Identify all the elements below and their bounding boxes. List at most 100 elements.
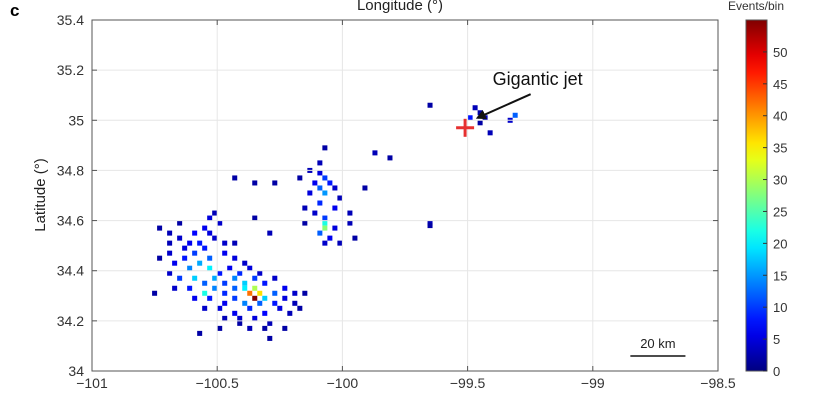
y-tick-label: 34.2 bbox=[57, 313, 84, 329]
heatmap-cell bbox=[207, 265, 213, 271]
heatmap-cell bbox=[202, 290, 208, 296]
heatmap-cell bbox=[207, 230, 213, 236]
heatmap-cell bbox=[327, 235, 333, 241]
heatmap-cell bbox=[247, 305, 253, 311]
heatmap-cell bbox=[212, 235, 218, 241]
heatmap-cell bbox=[192, 275, 198, 281]
gigantic-jet-annotation: Gigantic jet bbox=[475, 69, 583, 120]
heatmap-cell bbox=[232, 310, 238, 316]
heatmap-cell bbox=[467, 115, 473, 121]
colorbar-tick-label: 0 bbox=[773, 364, 780, 379]
heatmap-cell bbox=[187, 285, 193, 291]
heatmap-cell bbox=[262, 295, 268, 301]
heatmap-cell bbox=[212, 275, 218, 281]
heatmap-cell bbox=[207, 215, 213, 221]
heatmap-cell bbox=[302, 290, 308, 296]
heatmap-cell bbox=[182, 255, 188, 261]
heatmap-cell bbox=[427, 102, 433, 108]
heatmap-cell bbox=[302, 205, 308, 211]
heatmap-cell bbox=[222, 290, 228, 296]
x-tick-label: −99 bbox=[581, 375, 605, 391]
colorbar-tick-label: 45 bbox=[773, 77, 787, 92]
heatmap-cell bbox=[312, 210, 318, 216]
heatmap-cell bbox=[477, 110, 483, 116]
heatmap-cell bbox=[192, 250, 198, 256]
heatmap-cell bbox=[172, 260, 178, 266]
heatmap-cell bbox=[307, 190, 313, 196]
heatmap-cell bbox=[252, 180, 258, 186]
heatmap-cell bbox=[222, 240, 228, 246]
heatmap-cell bbox=[317, 230, 323, 236]
heatmap-cell bbox=[182, 245, 188, 251]
heatmap-cell bbox=[297, 305, 303, 311]
heatmap-cell bbox=[202, 225, 208, 231]
heatmap-cell bbox=[427, 223, 433, 229]
heatmap-cell bbox=[167, 230, 173, 236]
heatmap-cell bbox=[337, 240, 343, 246]
heatmap-cell bbox=[347, 210, 353, 216]
heatmap-cell bbox=[252, 295, 258, 301]
heatmap-cell bbox=[317, 200, 323, 206]
heatmap-cell bbox=[292, 290, 298, 296]
x-tick-label: −101 bbox=[76, 375, 108, 391]
colorbar-tick-label: 5 bbox=[773, 332, 780, 347]
heatmap-cell bbox=[332, 185, 338, 191]
heatmap-cell bbox=[222, 300, 228, 306]
annotation-arrow bbox=[475, 93, 532, 120]
heatmap-cell bbox=[252, 275, 258, 281]
heatmap-cell bbox=[322, 175, 328, 181]
heatmap-cell bbox=[232, 255, 238, 261]
annotation-text: Gigantic jet bbox=[493, 69, 583, 89]
heatmap-cell bbox=[332, 225, 338, 231]
heatmap-cell bbox=[167, 270, 173, 276]
heatmap-cell bbox=[167, 240, 173, 246]
colorbar: 0 5 10 15 20 25 30 35 40 45 50 bbox=[745, 19, 787, 379]
heatmap-cell bbox=[242, 300, 248, 306]
heatmap-cell bbox=[322, 220, 328, 226]
heatmap-cell bbox=[317, 160, 323, 166]
heatmap-cell bbox=[297, 175, 303, 181]
heatmap-cell bbox=[257, 290, 263, 296]
heatmap-cell bbox=[347, 220, 353, 226]
heatmap-cell bbox=[207, 255, 213, 261]
heatmap-cell bbox=[477, 120, 483, 126]
heatmap-cell bbox=[327, 180, 333, 186]
heatmap-cell bbox=[322, 145, 328, 151]
heatmap-cell bbox=[232, 240, 238, 246]
x-axis: −101 −100.5 −100 −99.5 −99 −98.5 bbox=[76, 20, 736, 391]
y-tick-label: 35.4 bbox=[57, 12, 84, 28]
heatmap-cell bbox=[177, 235, 183, 241]
heatmap-cell bbox=[302, 220, 308, 226]
heatmap-cell bbox=[272, 275, 278, 281]
heatmap-cell bbox=[322, 240, 328, 246]
x-axis-title: Longitude (°) bbox=[357, 0, 443, 14]
heatmap-cell bbox=[177, 220, 183, 226]
heatmap-cell bbox=[322, 225, 328, 231]
heatmap-cell bbox=[252, 315, 258, 321]
heatmap-cell bbox=[197, 330, 203, 336]
heatmap-cell bbox=[232, 285, 238, 291]
x-tick-label: −98.5 bbox=[700, 375, 736, 391]
heatmap-cell bbox=[372, 150, 378, 156]
heatmap-cell bbox=[312, 180, 318, 186]
colorbar-tick-label: 20 bbox=[773, 236, 787, 251]
y-tick-label: 34 bbox=[68, 363, 84, 379]
x-tick-label: −100 bbox=[327, 375, 359, 391]
heatmap-cell bbox=[352, 235, 358, 241]
colorbar-tick-label: 35 bbox=[773, 141, 787, 156]
heatmap-cell bbox=[222, 250, 228, 256]
y-tick-label: 34.8 bbox=[57, 162, 84, 178]
heatmap-cell bbox=[332, 205, 338, 211]
heatmap-cell bbox=[287, 310, 293, 316]
colorbar-title: Events/bin bbox=[728, 0, 784, 13]
y-axis: 34 34.2 34.4 34.6 34.8 35 35.2 35.4 bbox=[57, 12, 718, 379]
heatmap-cell bbox=[252, 285, 258, 291]
heatmap-cell bbox=[322, 215, 328, 221]
heatmap-cell bbox=[197, 260, 203, 266]
heatmap-cell bbox=[217, 270, 223, 276]
heatmap-cell bbox=[247, 290, 253, 296]
x-tick-label: −99.5 bbox=[450, 375, 486, 391]
heatmap-cell bbox=[202, 305, 208, 311]
heatmap-cell bbox=[237, 320, 243, 326]
